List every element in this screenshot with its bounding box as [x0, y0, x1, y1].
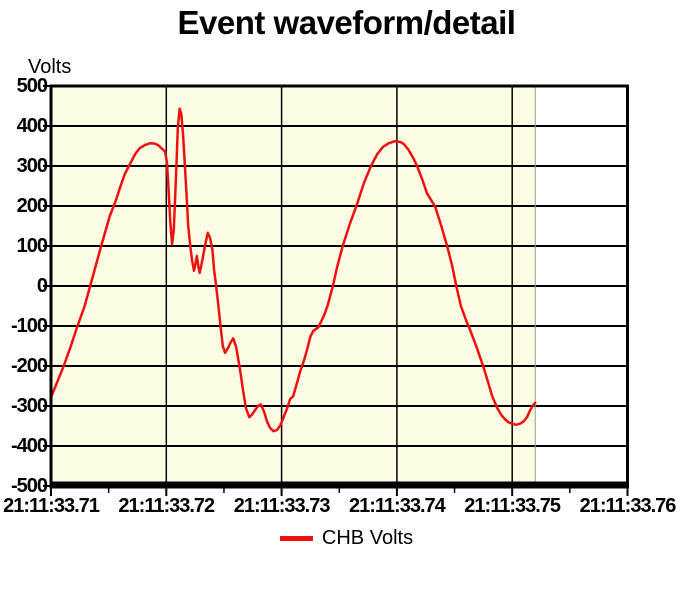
chart-legend: CHB Volts [0, 527, 693, 550]
x-tick-label: 21:11:33.73 [233, 495, 331, 517]
y-tick-label: 200 [16, 195, 48, 217]
x-tick-label: 21:11:33.74 [349, 495, 446, 517]
legend-line-swatch [279, 536, 313, 541]
x-tick-label: 21:11:33.76 [579, 495, 677, 517]
x-tick-label: 21:11:33.72 [118, 495, 215, 517]
y-tick-label: -400 [10, 435, 48, 457]
y-tick-label: 0 [36, 275, 48, 297]
x-tick-label: 21:11:33.71 [3, 495, 100, 517]
y-axis-title: Volts [28, 56, 72, 78]
y-tick-label: 400 [16, 115, 48, 137]
chart-title: Event waveform/detail [177, 4, 516, 41]
y-tick-label: -200 [10, 355, 48, 377]
y-tick-label: -300 [10, 395, 48, 417]
y-tick-label: 500 [16, 75, 48, 97]
legend-series-label: CHB Volts [321, 527, 414, 549]
x-tick-label: 21:11:33.75 [464, 495, 561, 517]
y-tick-label: -500 [10, 475, 48, 497]
y-tick-label: 300 [16, 155, 48, 177]
y-tick-label: 100 [16, 235, 48, 257]
y-tick-label: -100 [10, 315, 48, 337]
